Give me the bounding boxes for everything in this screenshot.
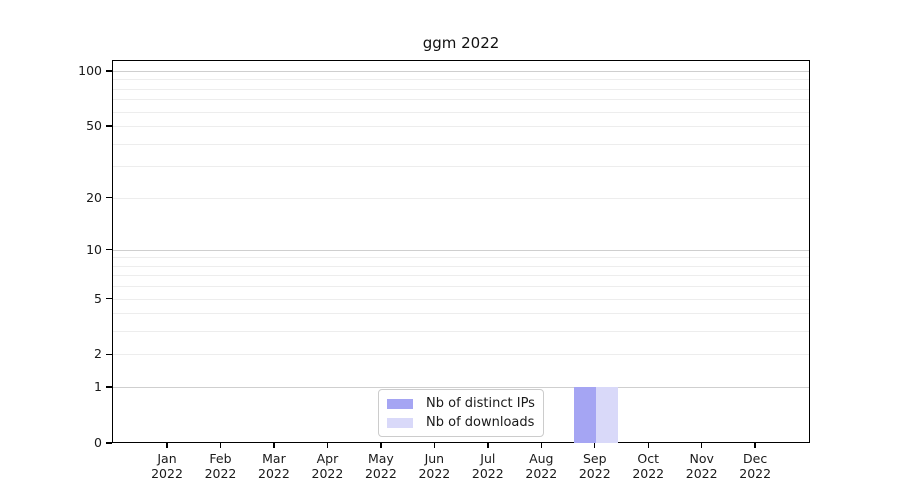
x-tick	[540, 443, 542, 448]
x-tick-month: Jul	[480, 451, 496, 466]
x-tick-month: Jan	[157, 451, 177, 466]
x-tick-month: May	[367, 451, 394, 466]
y-tick-label: 0	[94, 435, 102, 450]
minor-gridline	[113, 275, 809, 277]
x-tick	[326, 443, 329, 448]
legend-swatch	[387, 398, 413, 409]
x-tick	[487, 443, 489, 448]
x-tick	[166, 443, 168, 448]
minor-gridline	[113, 298, 809, 300]
legend-label: Nb of distinct IPs	[426, 396, 535, 411]
y-tick-label: 100	[78, 62, 102, 78]
x-tick-month: Oct	[637, 451, 660, 466]
x-tick-year: 2022	[364, 466, 397, 481]
x-tick	[380, 443, 382, 448]
x-tick-year: 2022	[418, 466, 451, 481]
x-tick-year: 2022	[151, 466, 183, 481]
y-tick-label: 20	[86, 189, 102, 205]
major-gridline	[113, 249, 809, 251]
minor-gridline	[113, 354, 809, 356]
x-tick-year: 2022	[632, 466, 665, 481]
minor-gridline	[113, 126, 809, 128]
x-tick-year: 2022	[471, 466, 504, 481]
x-tick-month: Sep	[582, 451, 607, 466]
x-tick-month: Aug	[529, 451, 554, 466]
minor-gridline	[113, 257, 809, 259]
legend: Nb of distinct IPs Nb of downloads	[378, 389, 544, 437]
x-tick-month: Mar	[262, 451, 286, 466]
minor-gridline	[113, 331, 809, 333]
minor-gridline	[113, 265, 809, 267]
x-tick	[594, 443, 596, 448]
y-tick-label: 1	[94, 379, 102, 395]
minor-gridline	[113, 111, 809, 113]
minor-gridline	[113, 197, 809, 199]
x-tick	[701, 443, 703, 448]
x-tick-year: 2022	[685, 466, 718, 481]
y-tick	[106, 386, 112, 388]
y-tick	[106, 297, 112, 300]
y-tick-label: 2	[94, 346, 102, 362]
legend-item: Nb of downloads	[387, 415, 535, 430]
x-tick-label: Feb 2022	[188, 451, 252, 481]
y-tick-label: 50	[86, 118, 102, 134]
bar-downloads	[595, 387, 618, 443]
x-tick-label: Dec 2022	[723, 451, 787, 481]
x-tick-label: Jul 2022	[456, 451, 520, 481]
major-gridline	[113, 70, 809, 72]
x-tick	[219, 443, 222, 448]
x-tick-label: Sep 2022	[563, 451, 627, 481]
x-tick-label: Oct 2022	[616, 451, 680, 481]
x-tick-year: 2022	[204, 466, 237, 481]
x-tick-month: Nov	[689, 451, 714, 466]
x-tick-month: Feb	[209, 451, 232, 466]
bar-distinct-ips	[573, 387, 596, 443]
x-tick-label: May 2022	[349, 451, 413, 481]
x-tick-label: Apr 2022	[295, 451, 359, 481]
y-tick	[106, 70, 112, 72]
x-tick-label: Aug 2022	[509, 451, 573, 481]
y-tick-label: 10	[86, 241, 102, 257]
legend-swatch	[387, 417, 413, 428]
minor-gridline	[113, 286, 809, 288]
y-tick	[106, 249, 112, 251]
x-tick-month: Apr	[316, 451, 339, 466]
y-tick	[106, 353, 112, 356]
y-tick	[106, 125, 112, 127]
y-tick	[106, 196, 112, 199]
legend-label: Nb of downloads	[426, 415, 535, 430]
x-tick-month: Dec	[743, 451, 768, 466]
minor-gridline	[113, 88, 809, 90]
x-tick-label: Jan 2022	[135, 451, 199, 481]
minor-gridline	[113, 143, 809, 145]
plot-area	[112, 60, 810, 443]
chart-title: ggm 2022	[422, 34, 500, 52]
x-tick-year: 2022	[578, 466, 611, 481]
x-tick	[433, 443, 436, 448]
minor-gridline	[113, 79, 809, 81]
x-tick-year: 2022	[525, 466, 558, 481]
x-tick	[754, 443, 756, 448]
minor-gridline	[113, 166, 809, 168]
x-tick-label: Mar 2022	[242, 451, 306, 481]
minor-gridline	[113, 313, 809, 315]
minor-gridline	[113, 99, 809, 101]
x-tick-year: 2022	[739, 466, 772, 481]
x-tick-year: 2022	[258, 466, 290, 481]
x-tick	[647, 443, 649, 448]
x-tick-label: Nov 2022	[670, 451, 734, 481]
major-gridline	[113, 387, 809, 389]
y-tick-label: 5	[94, 290, 102, 306]
x-tick-month: Jun	[424, 451, 445, 466]
y-tick	[106, 442, 112, 444]
legend-item: Nb of distinct IPs	[387, 396, 535, 411]
x-tick-year: 2022	[311, 466, 344, 481]
x-tick-label: Jun 2022	[402, 451, 466, 481]
x-tick	[273, 443, 275, 448]
